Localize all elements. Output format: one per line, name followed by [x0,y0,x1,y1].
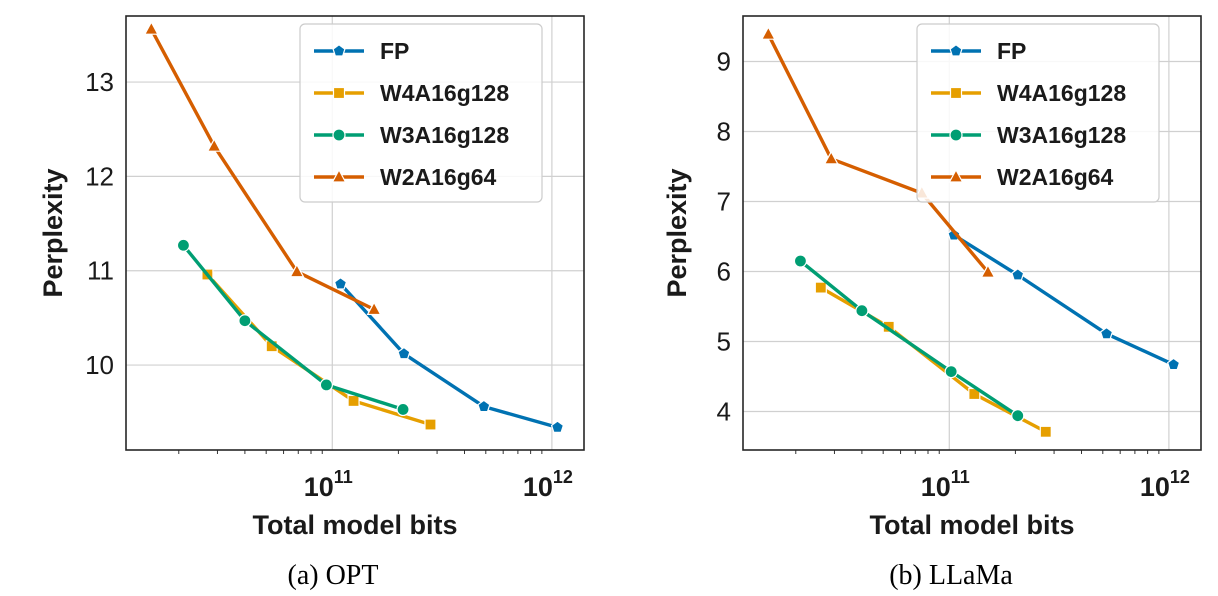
data-point [823,150,839,165]
y-tick-label: 4 [717,397,731,427]
plot-frame [125,15,585,451]
legend-label: W4A16g128 [997,80,1126,106]
series-line [766,33,990,274]
data-point [396,402,410,417]
data-point [944,365,958,379]
legend-item: W3A16g128 [314,122,509,148]
plot-frame [742,15,1202,451]
x-tick-label: 1012 [1140,467,1190,502]
data-point [424,418,437,431]
x-tick-label: 1011 [304,467,353,502]
data-point [550,420,565,433]
data-point [1039,425,1052,438]
x-axis-label: Total model bits [869,510,1074,540]
y-tick-label: 9 [717,47,731,77]
series-line [182,244,404,412]
data-point [238,314,252,328]
y-tick-label: 7 [717,187,731,217]
legend-label: W2A16g64 [997,164,1114,190]
legend-label: W3A16g128 [997,122,1126,148]
data-point [760,25,776,40]
y-tick-label: 5 [717,327,731,357]
y-axis-label: Perplexity [38,168,68,297]
y-tick-label: 8 [717,117,731,147]
data-point [814,281,827,294]
series-line [206,273,431,427]
legend-item: W4A16g128 [931,80,1126,106]
data-point [980,263,996,278]
data-point [855,304,869,318]
series-FP [947,228,1181,371]
data-point [477,399,491,413]
legend-marker [332,128,346,142]
legend-marker [949,44,963,57]
data-point [793,254,808,268]
data-point [1011,268,1025,281]
legend: FP W4A16g128 W3A16g128 W2A16g64 [916,23,1160,203]
x-tick-label: 1012 [523,467,573,502]
x-axis-label: Total model bits [252,510,457,540]
data-point [333,277,348,290]
series-W3A16g128 [793,254,1025,423]
data-point [1011,409,1025,423]
series-W3A16g128 [176,238,410,417]
series-line [819,286,1047,434]
data-point [1099,326,1114,340]
y-tick-label: 10 [85,350,114,380]
y-tick-label: 6 [717,257,731,287]
legend-label: FP [997,38,1026,64]
legend-marker [949,86,963,100]
y-tick-label: 12 [85,161,114,191]
series-line [952,233,1175,367]
legend-marker [949,128,963,142]
data-point [289,263,305,278]
y-tick-label: 11 [87,256,114,286]
x-tick-label: 1011 [921,467,970,502]
data-point [347,394,360,408]
series-FP [333,277,565,433]
legend-item: FP [314,38,409,64]
data-point [1166,357,1181,371]
subfigure-caption: (b) LLaMa [889,560,1013,591]
legend-marker [948,168,964,183]
legend-label: FP [380,38,409,64]
legend-item: W2A16g64 [931,164,1114,190]
legend-item: W4A16g128 [314,80,509,106]
data-point [366,301,382,316]
data-point [206,137,222,152]
legend-label: W4A16g128 [380,80,509,106]
series-line [339,282,558,430]
y-tick-label: 13 [85,67,114,97]
series-W2A16g64 [143,20,382,316]
legend-marker [332,44,346,57]
legend: FP W4A16g128 W3A16g128 W2A16g64 [299,23,543,203]
legend-marker [331,168,347,183]
legend-marker [332,86,346,100]
data-point [319,378,333,392]
data-point [143,20,159,35]
data-point [176,238,191,252]
chart-llama: 4 5 6 7 8 9 1011 1012 Total model bits Perplexity… [662,15,1202,591]
legend-box [299,23,543,203]
series-line [149,28,375,311]
legend-item: W3A16g128 [931,122,1126,148]
y-axis-label: Perplexity [662,168,692,297]
legend-item: W2A16g64 [314,164,497,190]
data-point [397,346,411,360]
legend-label: W3A16g128 [380,122,509,148]
legend-label: W2A16g64 [380,164,497,190]
subfigure-caption: (a) OPT [288,560,379,591]
legend-box [916,23,1160,203]
series-line [799,259,1019,418]
legend-item: FP [931,38,1026,64]
